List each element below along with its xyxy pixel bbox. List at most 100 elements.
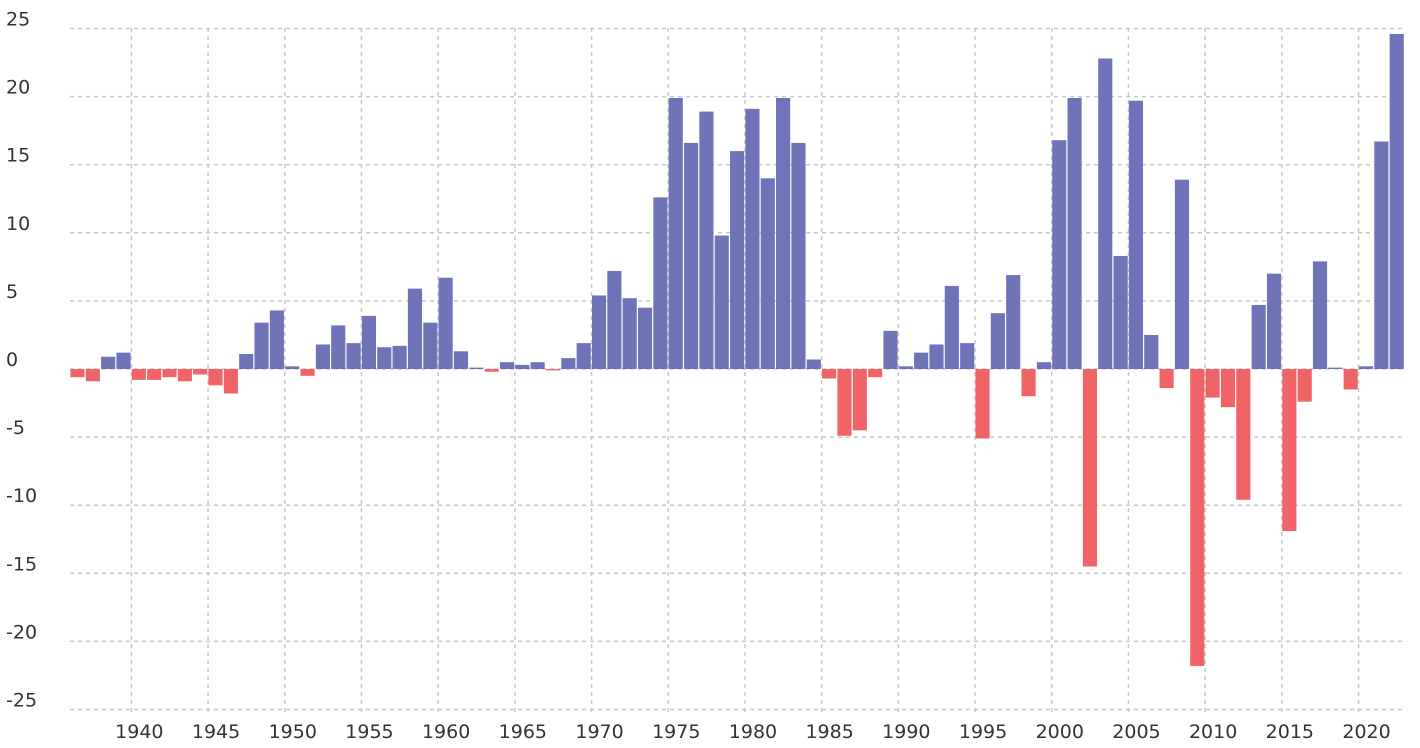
bar-1946 — [223, 369, 238, 394]
bar-2009 — [1190, 369, 1205, 666]
bar-1939 — [116, 352, 131, 369]
bar-1980 — [745, 108, 760, 369]
bar-2004 — [1113, 255, 1128, 369]
bar-1976 — [684, 142, 699, 369]
y-tick-label: -15 — [6, 553, 37, 575]
x-tick-label: 1945 — [192, 721, 240, 743]
y-tick-label: -20 — [6, 621, 37, 643]
x-tick-label: 1965 — [499, 721, 547, 743]
bar-1945 — [208, 369, 223, 386]
bar-1989 — [883, 330, 898, 369]
x-tick-label: 2020 — [1342, 721, 1390, 743]
bar-1995 — [975, 369, 990, 439]
bar-1964 — [499, 362, 515, 369]
bar-1971 — [607, 270, 622, 369]
bar-1982 — [776, 97, 791, 369]
x-tick-label: 2000 — [1036, 721, 1084, 743]
bar-series — [70, 33, 1404, 666]
y-tick-label: 25 — [6, 9, 30, 31]
bar-1963 — [484, 369, 499, 372]
bar-1978 — [714, 235, 729, 369]
bar-2014 — [1266, 273, 1282, 369]
bar-1970 — [591, 295, 607, 369]
bar-1955 — [361, 315, 376, 369]
x-tick-label: 2005 — [1112, 721, 1160, 743]
bar-2016 — [1297, 369, 1312, 402]
bar-1968 — [561, 358, 576, 369]
bar-1958 — [407, 288, 423, 369]
bar-2022 — [1389, 33, 1404, 369]
bar-1994 — [960, 343, 975, 369]
bar-1969 — [576, 343, 591, 369]
bar-2003 — [1098, 58, 1113, 370]
bar-1937 — [85, 369, 100, 382]
bar-1956 — [377, 347, 392, 369]
bar-1997 — [1006, 275, 1021, 369]
x-tick-label: 1970 — [575, 721, 623, 743]
x-tick-label: 1955 — [345, 721, 393, 743]
bar-2008 — [1174, 179, 1190, 369]
bar-1985 — [822, 369, 837, 379]
x-tick-label: 1990 — [882, 721, 930, 743]
bar-1962 — [469, 367, 484, 369]
x-tick-label: 1985 — [805, 721, 853, 743]
bar-2007 — [1159, 369, 1174, 389]
x-axis-tick-labels: 1940 1945 1950 1955 1960 1965 1970 1975 1980 1985… — [115, 721, 1391, 743]
bar-1977 — [699, 111, 714, 369]
bar-2012 — [1236, 369, 1251, 500]
bar-1948 — [254, 322, 269, 369]
bar-2001 — [1067, 97, 1082, 369]
bar-1986 — [837, 369, 852, 436]
bar-1940 — [131, 369, 146, 380]
bar-1983 — [791, 142, 806, 369]
bar-1953 — [331, 325, 346, 369]
x-tick-label: 1960 — [422, 721, 470, 743]
y-tick-label: -5 — [6, 417, 25, 439]
bar-1947 — [239, 354, 254, 369]
y-tick-label: -10 — [6, 485, 37, 507]
bar-1959 — [423, 322, 438, 369]
bar-1950 — [285, 366, 300, 369]
x-tick-label: 1975 — [652, 721, 700, 743]
bar-1961 — [453, 351, 469, 369]
y-tick-label: 10 — [6, 213, 30, 235]
bar-2002 — [1082, 369, 1097, 567]
bar-1992 — [929, 344, 944, 369]
y-tick-label: 20 — [6, 77, 30, 99]
bar-1967 — [545, 369, 561, 371]
y-tick-label: -25 — [6, 690, 37, 712]
bar-1988 — [868, 369, 883, 378]
bar-1987 — [852, 369, 867, 431]
bar-2017 — [1312, 261, 1328, 369]
bar-1974 — [653, 197, 668, 369]
x-tick-label: 1980 — [729, 721, 777, 743]
bar-1965 — [515, 364, 530, 369]
bar-1979 — [730, 151, 745, 369]
x-tick-label: 2010 — [1189, 721, 1237, 743]
x-gridlines — [130, 28, 1360, 712]
bar-1951 — [300, 369, 315, 376]
bar-1972 — [622, 298, 637, 369]
bar-2010 — [1205, 369, 1220, 398]
bar-1981 — [760, 178, 775, 369]
bar-2013 — [1251, 304, 1266, 369]
bar-1949 — [269, 310, 284, 369]
bar-1991 — [914, 352, 929, 369]
bar-1990 — [898, 366, 913, 369]
bar-1993 — [944, 285, 959, 369]
x-tick-label: 1950 — [269, 721, 317, 743]
bar-1996 — [990, 313, 1005, 369]
y-tick-label: 0 — [6, 349, 18, 371]
x-tick-label: 1940 — [115, 721, 163, 743]
bar-1998 — [1021, 369, 1036, 397]
bar-2006 — [1144, 334, 1159, 369]
bar-1966 — [530, 362, 545, 369]
bar-2018 — [1328, 367, 1343, 369]
bar-2020 — [1358, 366, 1374, 369]
bar-2005 — [1128, 100, 1143, 369]
bar-2019 — [1343, 369, 1358, 390]
bar-1938 — [101, 356, 116, 369]
bar-1973 — [637, 307, 653, 369]
bar-1984 — [806, 359, 821, 369]
